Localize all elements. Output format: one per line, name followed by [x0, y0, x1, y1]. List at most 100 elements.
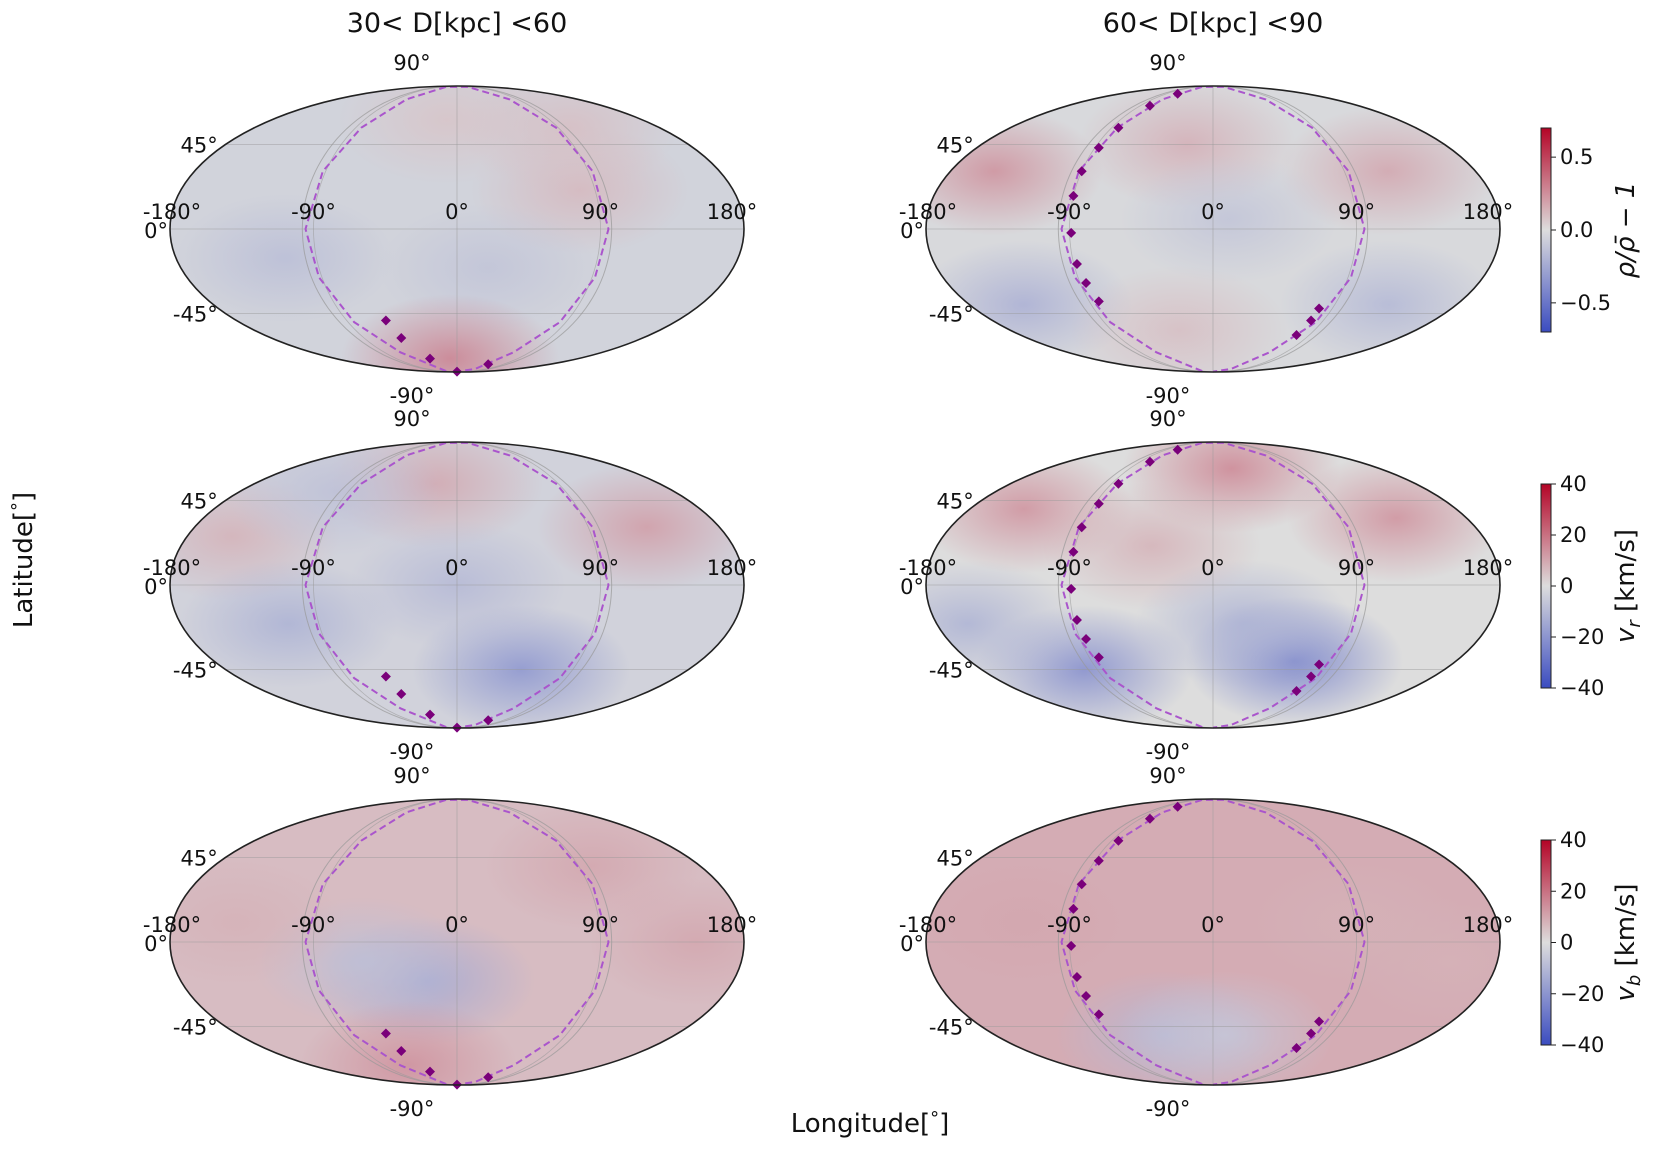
lat-tick-label: -90°: [390, 1097, 435, 1121]
lat-tick-label: 45°: [936, 846, 973, 870]
lat-tick-label: 0°: [900, 219, 924, 243]
colorbar-tick-label: 0: [1560, 931, 1573, 955]
lon-tick-label: 90°: [1338, 200, 1375, 224]
lat-tick-label: 90°: [393, 51, 430, 75]
map-outline: [169, 85, 745, 373]
data-marker: [1081, 991, 1092, 1002]
data-marker: [1068, 190, 1079, 201]
lat-tick-label: 0°: [900, 575, 924, 599]
map-field: [176, 86, 689, 372]
colorbar-gradient: [1540, 127, 1552, 333]
lat-tick-label: 0°: [144, 575, 168, 599]
data-marker: [1291, 1042, 1302, 1053]
map-outline: [925, 798, 1501, 1086]
data-marker: [1172, 801, 1183, 812]
reference-circle: [301, 442, 613, 728]
field-blob: [299, 1000, 518, 1085]
lon-tick-label: 90°: [1338, 556, 1375, 580]
colorbar-tick-label: 20: [1560, 879, 1587, 903]
data-marker: [1081, 278, 1092, 289]
colorbar-tick-label: 20: [1560, 523, 1587, 547]
colorbar-gradient: [1540, 839, 1552, 1046]
reference-circle: [301, 86, 613, 372]
colorbar-tick-label: 40: [1560, 472, 1587, 496]
data-marker: [396, 333, 407, 344]
lat-tick-label: -45°: [929, 303, 974, 327]
data-marker: [1291, 329, 1302, 340]
data-marker: [1113, 122, 1124, 133]
data-marker: [396, 689, 407, 700]
lon-tick-label: -90°: [291, 913, 336, 937]
data-marker: [1066, 940, 1077, 951]
data-marker: [1172, 88, 1183, 99]
lat-tick-label: 90°: [393, 407, 430, 431]
data-marker: [1093, 296, 1104, 307]
lat-tick-label: 90°: [1149, 407, 1186, 431]
data-marker: [1314, 659, 1325, 670]
lon-gridline: [1069, 799, 1214, 1085]
field-blob: [1340, 897, 1500, 1026]
reference-circle: [1057, 86, 1369, 372]
lon-tick-label: 0°: [1201, 200, 1225, 224]
lat-tick-label: 0°: [144, 932, 168, 956]
lon-gridline: [456, 799, 601, 1085]
data-marker: [483, 715, 494, 726]
colorbar-label: ρ/ρ̄ − 1: [1611, 182, 1641, 279]
field-blob: [460, 86, 679, 193]
data-marker: [1291, 685, 1302, 696]
data-marker: [1071, 972, 1082, 983]
data-marker: [1314, 1016, 1325, 1027]
colorbar-tick-label: −0.5: [1560, 291, 1611, 315]
data-marker: [1093, 855, 1104, 866]
data-marker: [1172, 444, 1183, 455]
lon-tick-label: 180°: [707, 913, 758, 937]
lat-tick-label: -90°: [390, 740, 435, 764]
colorbar-gradient: [1540, 483, 1552, 689]
lat-tick-label: -45°: [173, 659, 218, 683]
data-marker: [425, 1066, 436, 1077]
lon-tick-label: -90°: [1047, 913, 1092, 937]
x-axis-label: Longitude[°]: [791, 1108, 950, 1139]
map-outline: [169, 798, 745, 1086]
colorbar-tick-label: 40: [1560, 828, 1587, 852]
data-marker: [1068, 546, 1079, 557]
map-panel-r0-c0: -180° -90° 0° 90° 180° 90° 45° 0° -45° -90°: [143, 51, 757, 408]
data-marker: [1306, 315, 1317, 326]
lat-tick-label: -45°: [173, 1016, 218, 1040]
lon-tick-label: -180°: [143, 913, 201, 937]
lon-tick-label: -180°: [143, 200, 201, 224]
colorbar-tick-label: 0: [1560, 574, 1573, 598]
lon-tick-label: 90°: [582, 556, 619, 580]
lon-tick-label: 180°: [1463, 913, 1514, 937]
colorbar-tick-label: 0.5: [1560, 145, 1593, 169]
lon-tick-label: 0°: [1201, 913, 1225, 937]
map-outline: [169, 441, 745, 729]
lat-tick-label: -45°: [173, 303, 218, 327]
data-marker: [380, 315, 391, 326]
lat-tick-label: -90°: [1146, 1097, 1191, 1121]
colorbar-tick-label: −40: [1560, 1033, 1604, 1057]
map-panel-r0-c1: -180° -90° 0° 90° 180° 90° 45° 0° -45° -90°: [899, 51, 1513, 408]
lon-gridline: [456, 86, 601, 372]
data-marker: [380, 671, 391, 682]
map-field: [170, 442, 744, 728]
lon-tick-label: -180°: [143, 556, 201, 580]
lon-tick-label: 90°: [1338, 913, 1375, 937]
data-marker: [1306, 1028, 1317, 1039]
lat-tick-label: 0°: [144, 219, 168, 243]
lat-tick-label: 45°: [936, 133, 973, 157]
data-marker: [1113, 478, 1124, 489]
lon-tick-label: -90°: [1047, 556, 1092, 580]
lon-tick-label: 0°: [445, 913, 469, 937]
graticule: [926, 799, 1500, 1085]
lon-tick-label: -90°: [291, 556, 336, 580]
lon-tick-label: -180°: [899, 200, 957, 224]
lon-gridline: [313, 86, 458, 372]
data-marker: [1076, 166, 1087, 177]
data-marker: [1306, 671, 1317, 682]
data-marker: [380, 1028, 391, 1039]
lon-gridline: [1069, 86, 1214, 372]
lon-gridline: [1212, 442, 1357, 728]
